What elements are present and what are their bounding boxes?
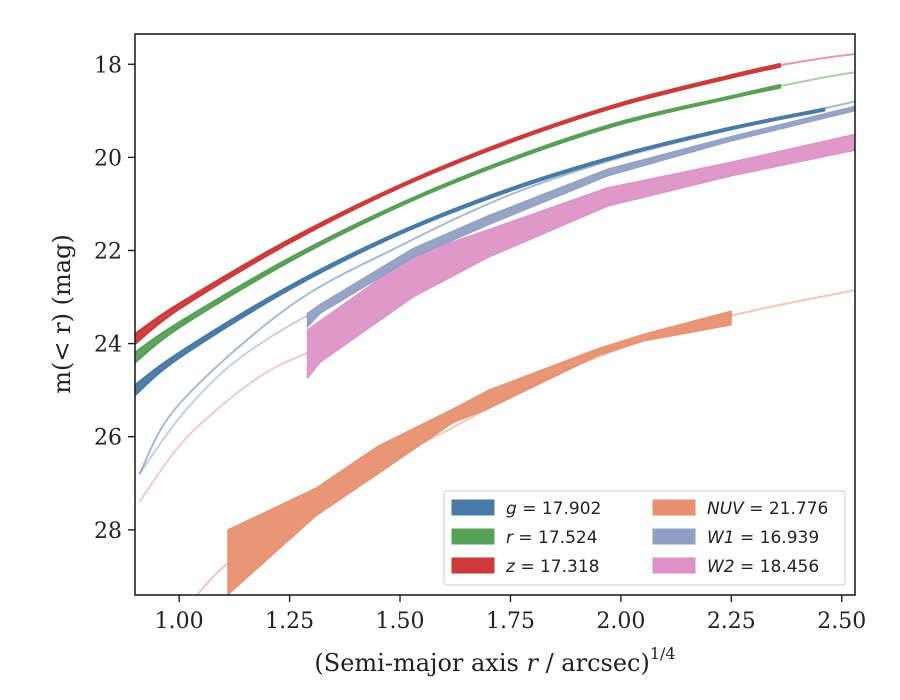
legend-label-nuv: NUV = 21.776 [707, 499, 828, 519]
x-tick-label: 1.75 [486, 609, 535, 634]
y-tick-label: 24 [94, 333, 122, 358]
x-tick-label: 2.50 [817, 609, 866, 634]
x-tick-label: 1.50 [376, 609, 425, 634]
series-z-extrapolation [779, 53, 855, 67]
legend: g = 17.902 r = 17.524 z = 17.318 NUV = 21.7… [443, 490, 846, 586]
legend-swatch-r [451, 528, 495, 545]
x-axis-label-text: (Semi-major axis r / arcsec) [314, 649, 649, 677]
x-axis-label-exponent: 1/4 [650, 644, 676, 663]
y-tick-label: 28 [94, 519, 122, 544]
legend-swatch-w1 [652, 528, 696, 545]
legend-swatch-z [451, 557, 495, 574]
x-tick-label: 1.25 [265, 609, 314, 634]
y-tick-label: 18 [94, 53, 122, 78]
axes: 1.00 1.25 1.50 1.75 2.00 2.25 2.50 18 20 22 24 26 28 [94, 53, 866, 634]
legend-swatch-nuv [652, 499, 696, 516]
legend-label-z: z = 17.318 [505, 557, 599, 577]
legend-label-g: g = 17.902 [506, 499, 601, 519]
plot-frame [134, 33, 856, 596]
y-axis-label: m(< r) (mag) [48, 234, 76, 393]
legend-swatch-g [451, 499, 495, 516]
series-nuv-band [227, 310, 732, 595]
plot-area [135, 53, 855, 595]
legend-label-w2: W2 = 18.456 [707, 557, 819, 577]
legend-label-w1: W1 = 16.939 [707, 528, 819, 548]
legend-box [443, 490, 846, 586]
x-tick-label: 2.25 [707, 609, 756, 634]
series-g-band [135, 107, 826, 397]
x-tick-label: 2.00 [596, 609, 645, 634]
y-tick-label: 26 [94, 426, 122, 451]
legend-label-r: r = 17.524 [506, 528, 598, 548]
series-r-band [135, 83, 782, 364]
series-w1-extrapolation [138, 314, 308, 475]
x-tick-label: 1.00 [155, 609, 204, 634]
x-axis-label: (Semi-major axis r / arcsec)1/4 [314, 644, 675, 677]
y-tick-label: 22 [94, 239, 122, 264]
legend-swatch-w2 [652, 557, 696, 574]
series-w2-extrapolation [138, 352, 308, 503]
series-r-extrapolation [779, 71, 855, 88]
series-w1-band [306, 105, 855, 328]
series-z-band [135, 62, 782, 345]
y-tick-label: 20 [94, 146, 122, 171]
